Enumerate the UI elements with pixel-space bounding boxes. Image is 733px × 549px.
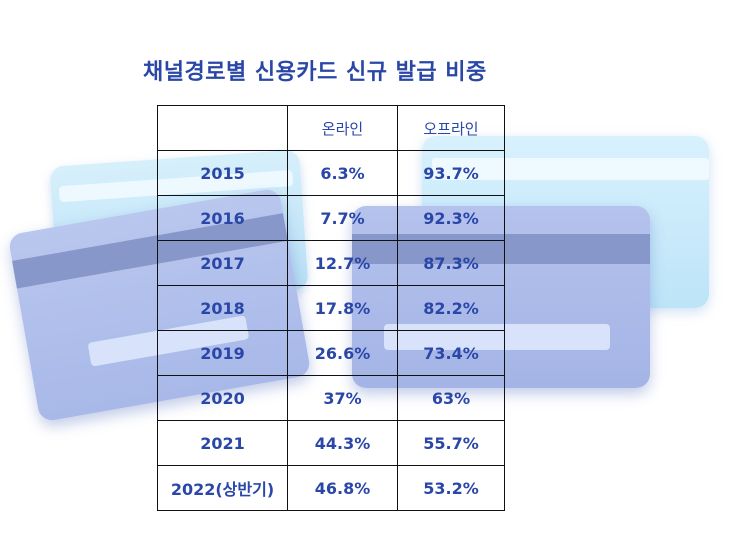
online-cell: 44.3% <box>287 420 398 466</box>
table-row: 2018 17.8% 82.2% <box>157 285 505 331</box>
header-cell-offline: 오프라인 <box>397 105 505 151</box>
table-row: 2022(상반기) 46.8% 53.2% <box>157 465 505 511</box>
offline-cell: 92.3% <box>397 195 505 241</box>
table-row: 2017 12.7% 87.3% <box>157 240 505 286</box>
year-cell: 2016 <box>157 195 288 241</box>
table-row: 2019 26.6% 73.4% <box>157 330 505 376</box>
year-cell: 2020 <box>157 375 288 421</box>
offline-cell: 63% <box>397 375 505 421</box>
table-row: 2016 7.7% 92.3% <box>157 195 505 241</box>
offline-cell: 53.2% <box>397 465 505 511</box>
online-cell: 12.7% <box>287 240 398 286</box>
table-row: 2020 37% 63% <box>157 375 505 421</box>
online-cell: 17.8% <box>287 285 398 331</box>
year-cell: 2017 <box>157 240 288 286</box>
year-cell: 2021 <box>157 420 288 466</box>
header-cell-empty <box>157 105 288 151</box>
online-cell: 26.6% <box>287 330 398 376</box>
online-cell: 37% <box>287 375 398 421</box>
offline-cell: 87.3% <box>397 240 505 286</box>
table-header-row: 온라인 오프라인 <box>157 105 505 151</box>
year-cell: 2018 <box>157 285 288 331</box>
chart-title: 채널경로별 신용카드 신규 발급 비중 <box>143 60 487 85</box>
year-cell: 2019 <box>157 330 288 376</box>
table-row: 2015 6.3% 93.7% <box>157 150 505 196</box>
offline-cell: 82.2% <box>397 285 505 331</box>
year-cell: 2015 <box>157 150 288 196</box>
online-cell: 46.8% <box>287 465 398 511</box>
online-cell: 7.7% <box>287 195 398 241</box>
offline-cell: 73.4% <box>397 330 505 376</box>
table-row: 2021 44.3% 55.7% <box>157 420 505 466</box>
offline-cell: 93.7% <box>397 150 505 196</box>
header-cell-online: 온라인 <box>287 105 398 151</box>
online-cell: 6.3% <box>287 150 398 196</box>
offline-cell: 55.7% <box>397 420 505 466</box>
data-table: 온라인 오프라인 2015 6.3% 93.7% 2016 7.7% 92.3%… <box>157 105 505 511</box>
year-cell: 2022(상반기) <box>157 465 288 511</box>
